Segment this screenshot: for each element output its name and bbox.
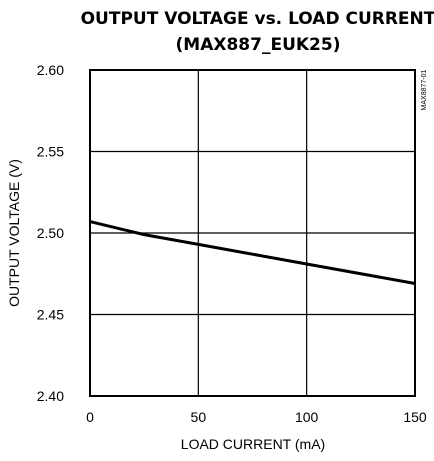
grid: [90, 70, 415, 396]
y-tick-labels: 2.60 2.55 2.50 2.45 2.40: [37, 62, 64, 404]
y-tick-label: 2.45: [37, 307, 64, 323]
y-tick-label: 2.50: [37, 225, 64, 241]
series-line: [89, 220, 416, 286]
x-tick-label: 100: [295, 409, 319, 425]
chart-title: OUTPUT VOLTAGE vs. LOAD CURRENT: [81, 9, 434, 29]
y-axis-label: OUTPUT VOLTAGE (V): [6, 159, 22, 307]
series-layer: [89, 220, 416, 286]
x-tick-label: 0: [86, 409, 94, 425]
y-tick-label: 2.60: [37, 62, 64, 78]
x-tick-label: 150: [403, 409, 427, 425]
plot-frame: [89, 69, 416, 397]
x-tick-labels: 0 50 100 150: [86, 409, 427, 425]
chart-subtitle: (MAX887_EUK25): [176, 35, 341, 55]
y-tick-label: 2.40: [37, 388, 64, 404]
y-tick-label: 2.55: [37, 144, 64, 160]
figure-code-note: MAX8877-01: [421, 69, 428, 110]
x-tick-label: 50: [191, 409, 207, 425]
x-axis-label: LOAD CURRENT (mA): [181, 436, 325, 452]
